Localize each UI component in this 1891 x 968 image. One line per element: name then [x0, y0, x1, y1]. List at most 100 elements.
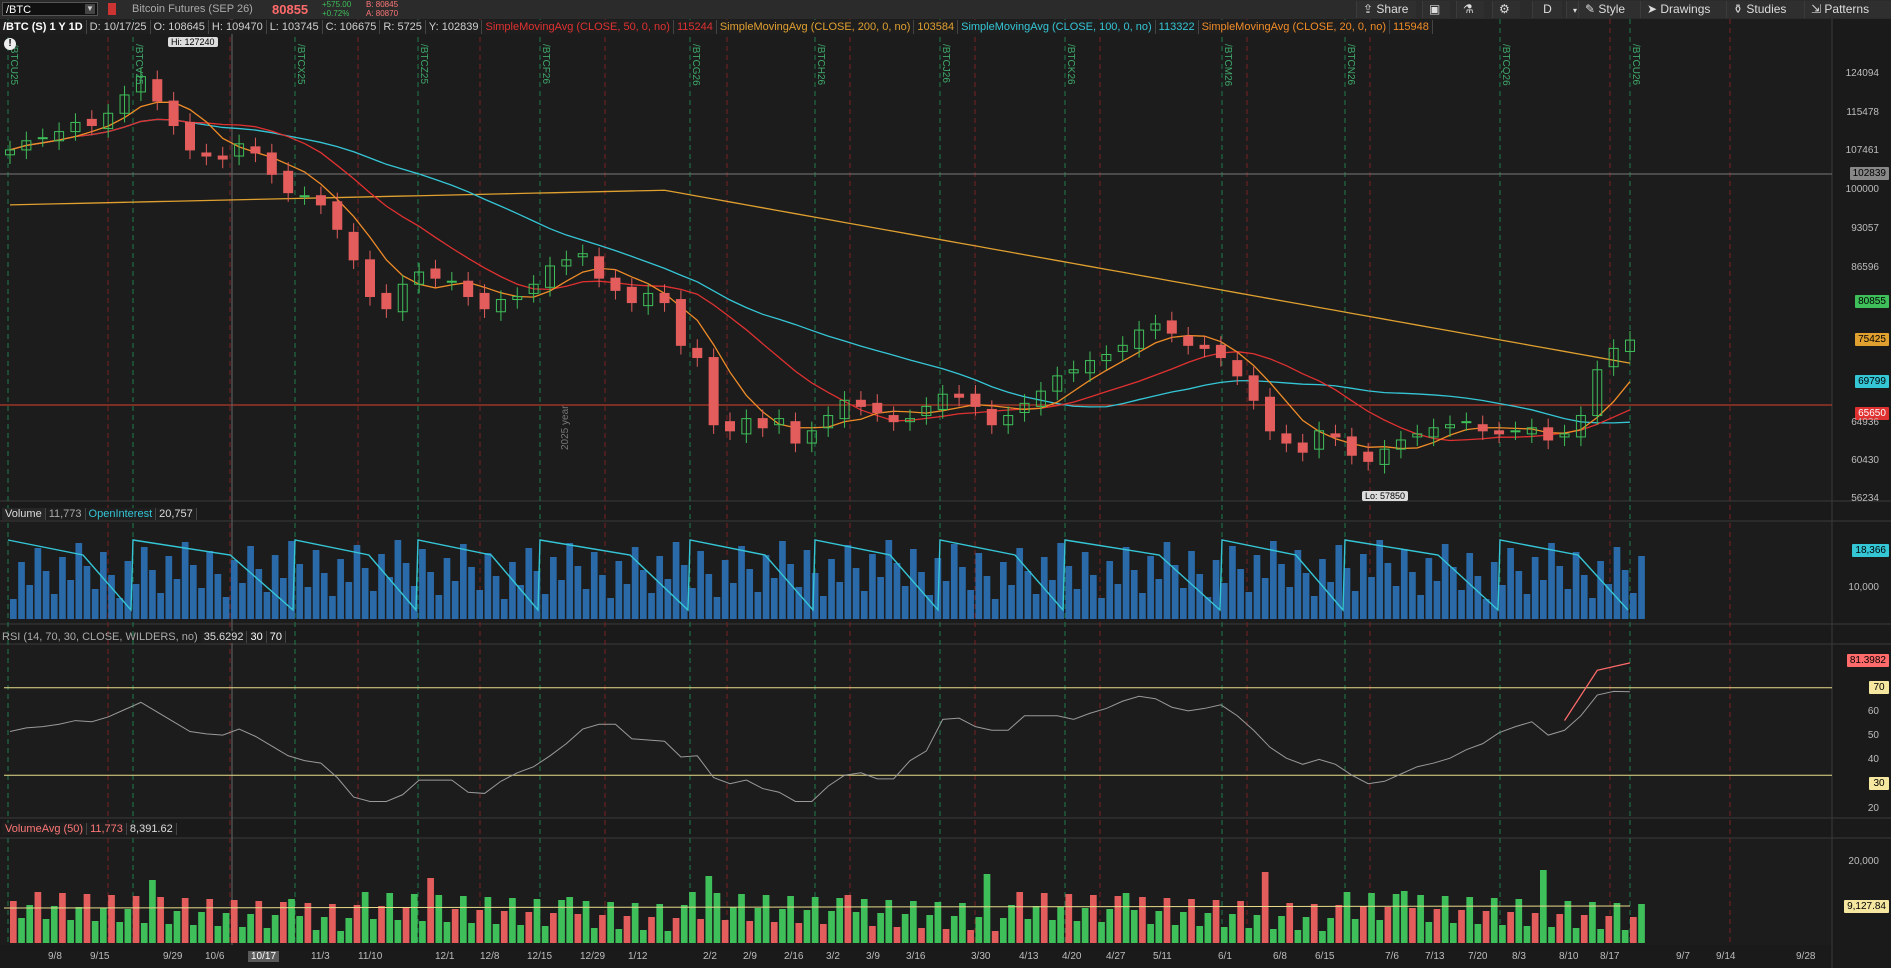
drawings-button[interactable]: ➤ Drawings	[1640, 1, 1726, 18]
volavg-bar	[1433, 909, 1441, 943]
volume-bar	[746, 569, 754, 619]
volume-bar	[402, 563, 410, 619]
rsi-value: 35.6292	[200, 631, 248, 643]
volavg-bar	[1548, 927, 1555, 943]
panel-bg	[0, 19, 1832, 501]
x-tick: 8/17	[1600, 951, 1620, 962]
flask-button[interactable]: ⚗	[1456, 1, 1484, 18]
candle-body	[1379, 448, 1390, 465]
volume-bar	[607, 598, 614, 619]
volume-bar	[1090, 575, 1097, 619]
volume-bar	[181, 542, 189, 619]
volavg-bar	[337, 931, 344, 943]
y-tick: 93057	[1851, 223, 1879, 234]
patterns-button[interactable]: ⇲ Patterns	[1804, 1, 1891, 18]
volavg-bar	[738, 894, 745, 943]
studies-label: Studies	[1746, 2, 1787, 16]
volavg-bar	[214, 926, 222, 943]
candle-body	[1003, 415, 1014, 426]
volavg-bar	[615, 929, 623, 943]
volume-bar	[1376, 540, 1384, 619]
candle-body	[1215, 344, 1226, 359]
volavg-bar	[1310, 904, 1318, 943]
candle-body	[21, 140, 32, 151]
volavg-bar	[550, 913, 557, 943]
candle-body	[1134, 329, 1145, 349]
volume-bar	[1220, 583, 1228, 619]
volume-bar	[1081, 552, 1089, 619]
sma20-label[interactable]: SimpleMovingAvg (CLOSE, 20, 0, no)	[1198, 20, 1391, 34]
candle-body	[954, 393, 965, 398]
style-button[interactable]: ✎ Style	[1578, 1, 1640, 18]
volavg-bar	[1343, 892, 1351, 943]
volavg-bar	[1237, 901, 1244, 943]
volavg-bar	[893, 927, 901, 943]
symbol-input[interactable]: /BTC ▼	[2, 2, 98, 16]
chevron-down-icon[interactable]: ▼	[85, 4, 95, 14]
candle-body	[381, 292, 392, 310]
volume-bar	[263, 592, 271, 619]
volume-bar	[468, 567, 475, 619]
aggregation-button[interactable]: D	[1532, 1, 1562, 18]
settings-button[interactable]: ⚙	[1492, 1, 1520, 18]
x-tick: 3/30	[971, 951, 991, 962]
volume-bar	[664, 579, 672, 619]
volume-bar	[50, 594, 58, 619]
volume-bar	[934, 558, 942, 619]
rsi-title[interactable]: RSI (14, 70, 30, CLOSE, WILDERS, no)	[2, 631, 198, 643]
volavg-bar	[247, 914, 254, 943]
candle-body	[986, 408, 997, 426]
y-tick: 60	[1867, 706, 1879, 717]
share-button[interactable]: ⇪ Share	[1356, 1, 1416, 18]
oi-title[interactable]: OpenInterest	[85, 508, 157, 520]
volavg-bar	[869, 926, 876, 943]
candle-body	[1477, 424, 1488, 432]
volume-bar	[983, 576, 991, 619]
volume-bar	[280, 578, 287, 619]
candle-body	[37, 137, 48, 140]
volume-bar	[1049, 580, 1056, 619]
volavg-title[interactable]: VolumeAvg (50)	[2, 823, 88, 835]
volavg-bar	[378, 906, 385, 943]
candle-body	[1575, 415, 1586, 438]
candle-body	[135, 76, 146, 93]
volume-bar	[394, 540, 402, 619]
volavg-bar	[1139, 897, 1146, 943]
candle-body	[1085, 360, 1095, 374]
open-interest-line	[7, 539, 1629, 612]
volavg-bar	[67, 920, 74, 943]
sma200-label[interactable]: SimpleMovingAvg (CLOSE, 200, 0, no)	[716, 20, 915, 34]
candle-body	[741, 418, 752, 435]
volavg-bar	[1245, 928, 1253, 943]
volume-bar	[730, 583, 737, 619]
y-tick: 100000	[1845, 184, 1879, 195]
sma100-label[interactable]: SimpleMovingAvg (CLOSE, 100, 0, no)	[958, 20, 1156, 34]
volume-title-row: Volume 11,773 OpenInterest 20,757	[2, 508, 197, 520]
volume-bar	[451, 581, 459, 619]
volavg-bar	[566, 897, 574, 943]
chart-canvas[interactable]: /BTCU25/BTCV25/BTCX25/BTCZ25/BTCF26/BTCG…	[0, 19, 1891, 968]
volavg-bar	[672, 918, 680, 943]
volavg-bar	[1368, 893, 1375, 943]
screenshot-button[interactable]: ▣	[1422, 1, 1450, 18]
volume-bar	[1580, 575, 1588, 619]
volavg-bar	[435, 895, 443, 943]
volume-bar	[1638, 556, 1645, 619]
volume-bar	[1278, 564, 1285, 619]
studies-button[interactable]: ⚱ Studies	[1726, 1, 1804, 18]
volavg-bar	[1098, 922, 1105, 943]
volavg-bar	[1523, 926, 1531, 943]
volavg-bar	[320, 917, 328, 943]
candle-body	[430, 268, 441, 279]
candle-body	[1248, 375, 1259, 401]
candle-body	[1183, 335, 1194, 346]
x-tick: 4/13	[1019, 951, 1039, 962]
volume-bar	[1556, 566, 1564, 619]
volavg-bar	[1351, 919, 1359, 943]
alert-icon[interactable]: !	[4, 38, 16, 50]
candle-body	[348, 231, 359, 261]
volume-title[interactable]: Volume	[2, 508, 46, 520]
volume-bar	[869, 554, 876, 619]
sma50-label[interactable]: SimpleMovingAvg (CLOSE, 50, 0, no)	[482, 20, 674, 34]
flag-icon[interactable]	[108, 3, 116, 15]
